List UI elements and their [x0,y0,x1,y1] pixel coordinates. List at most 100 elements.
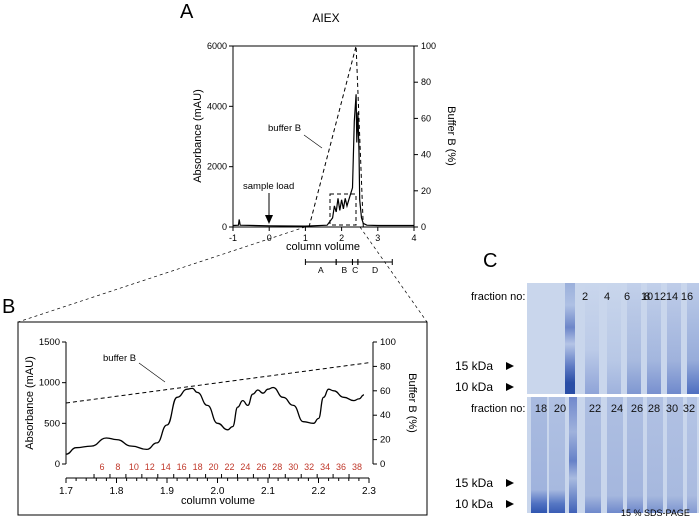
gel-bottom [527,397,699,513]
gel-caption: 15 % SDS-PAGE [621,508,690,518]
gel-bottom-lane-2 [549,397,565,513]
chart-a-xlabel: column volume [286,241,360,253]
gel-bottom-lane-8 [687,397,697,513]
chart-a-ylabel: Absorbance (mAU) [192,89,204,183]
chart-b-fraction-label: 6 [99,462,104,472]
chart-b-right-y-tick-label: 100 [380,337,396,348]
chart-b-x-tick-label: 1.9 [160,486,174,497]
chart-a-ylabel-right: Buffer B (%) [445,106,457,166]
chart-b-y-tick-label: 1000 [39,378,60,389]
gel-top-lane-4: 4 [603,291,611,303]
chart-b-y-tick-label: 500 [44,418,60,429]
chart-b-x-ticks: 1.7 1.8 1.9 2.0 2.1 2.2 2.3 [59,478,376,497]
gel-bottom-arrow-10kda [506,500,514,508]
chart-a-x-tick-label: 4 [411,233,416,243]
gel-lane-smear-4 [647,283,661,394]
chart-a-right-y-tick-label: 60 [421,113,431,123]
chart-b-fraction-label: 24 [240,462,250,472]
chart-b-y-ticks: 0 500 1000 1500 [39,337,66,470]
gel-bottom-marker-15kda: 15 kDa [455,476,494,490]
chart-b: 1.7 1.8 1.9 2.0 2.1 2.2 2.3 0 500 1000 1500 0 20 40… [17,321,428,516]
chart-b-annotation-leader [138,362,166,383]
gel-bottom-lane-32: 32 [682,403,696,415]
chart-b-x-tick-label: 2.0 [211,486,225,497]
gel-bottom-label: fraction no: [471,403,526,415]
gel-top [527,283,699,394]
gel-bottom-lane-24: 24 [610,403,624,415]
chart-b-x-tick-label: 2.1 [261,486,275,497]
chart-b-fraction-label: 32 [304,462,314,472]
chart-b-right-y-tick-label: 20 [380,435,391,446]
chart-a-fraction-label: A [318,265,324,275]
sample-load-arrow-head [265,215,273,224]
gel-top-lane-16: 16 [680,291,694,303]
chart-b-y-tick-label: 1500 [39,337,60,348]
gel-bottom-lane-7 [667,397,683,513]
gel-lane-smear-5 [667,283,681,394]
chart-a-plot-frame [232,45,415,228]
gel-top-lane-10: 10 [640,291,654,303]
chart-a-fraction-label: C [352,265,358,275]
chart-a-title: AIEX [312,11,339,25]
chart-b-fraction-label: 36 [336,462,346,472]
chart-b-x-tick-label: 2.3 [362,486,376,497]
chart-b-fraction-label: 26 [256,462,266,472]
chart-a-annotation-sample-load: sample load [243,181,294,192]
chart-a-y-tick-label: 6000 [207,41,227,51]
gel-bottom-arrow-15kda [506,479,514,487]
chart-b-fraction-label: 16 [177,462,187,472]
chart-a-absorbance-line [232,94,414,227]
chart-a-y-ticks: 0 2000 4000 6000 [207,41,233,232]
chart-b-xlabel: column volume [181,495,255,507]
chart-b-fraction-label: 38 [352,462,362,472]
chart-a-x-tick-label: 2 [339,233,344,243]
chart-b-y-tick-label: 0 [55,459,60,470]
gel-bottom-lane-26: 26 [630,403,644,415]
chart-b-right-y-tick-label: 0 [380,459,385,470]
zoom-connector-left [17,226,306,323]
zoom-connector-right [359,226,428,323]
chart-b-fraction-labels: 6 8 10 12 14 16 18 20 22 24 26 28 30 32 34 36 38 [93,462,362,478]
chart-a-x-tick-label: 1 [303,233,308,243]
gel-bottom-lane-5 [627,397,643,513]
chart-b-panel-border [17,321,428,516]
chart-b-buffer-b-line [65,362,370,404]
panel-letter-a: A [180,1,194,23]
chart-a-fraction-label: D [372,265,378,275]
chart-b-fraction-label: 34 [320,462,330,472]
gel-lane-smear-1 [585,283,599,394]
chart-a-right-y-tick-label: 100 [421,41,436,51]
chart-b-fraction-label: 20 [209,462,219,472]
chart-b-ylabel-right: Buffer B (%) [406,373,418,433]
gel-top-lane-8: 8 [643,291,651,303]
gel-top-marker-10kda: 10 kDa [455,380,494,394]
chart-a-right-y-ticks: 0 20 40 60 80 100 [414,41,436,232]
chart-b-fraction-label: 14 [161,462,171,472]
chart-b-fraction-label: 18 [193,462,203,472]
chart-b-fraction-label: 28 [272,462,282,472]
gel-top-label: fraction no: [471,291,526,303]
gel-top-lane-12: 12 [653,291,667,303]
gel-bottom-marker-lane [569,397,577,513]
gel-top-arrow-10kda [506,383,514,391]
chart-a-y-tick-label: 4000 [207,101,227,111]
chart-b-right-y-tick-label: 60 [380,386,391,397]
gel-bottom-lane-4 [607,397,623,513]
gel-bottom-lane-30: 30 [665,403,679,415]
gel-bottom-lane-20: 20 [553,403,567,415]
chart-b-x-tick-label: 2.2 [312,486,326,497]
gel-top-lane-14: 14 [665,291,679,303]
gel-bottom-lane-3 [585,397,601,513]
chart-b-fraction-label: 8 [115,462,120,472]
gel-bottom-marker-10kda: 10 kDa [455,497,494,511]
chart-a-zoom-box [329,193,357,226]
gel-bottom-lane-28: 28 [647,403,661,415]
panel-letter-b: B [2,296,16,318]
gel-bottom-lane-6 [647,397,663,513]
chart-a-y-tick-label: 2000 [207,162,227,172]
chart-a-right-y-tick-label: 40 [421,150,431,160]
gel-lane-smear-2 [607,283,621,394]
chart-a-x-ticks: -1 0 1 2 3 4 [229,227,417,243]
chart-a-x-tick-label: 0 [267,233,272,243]
